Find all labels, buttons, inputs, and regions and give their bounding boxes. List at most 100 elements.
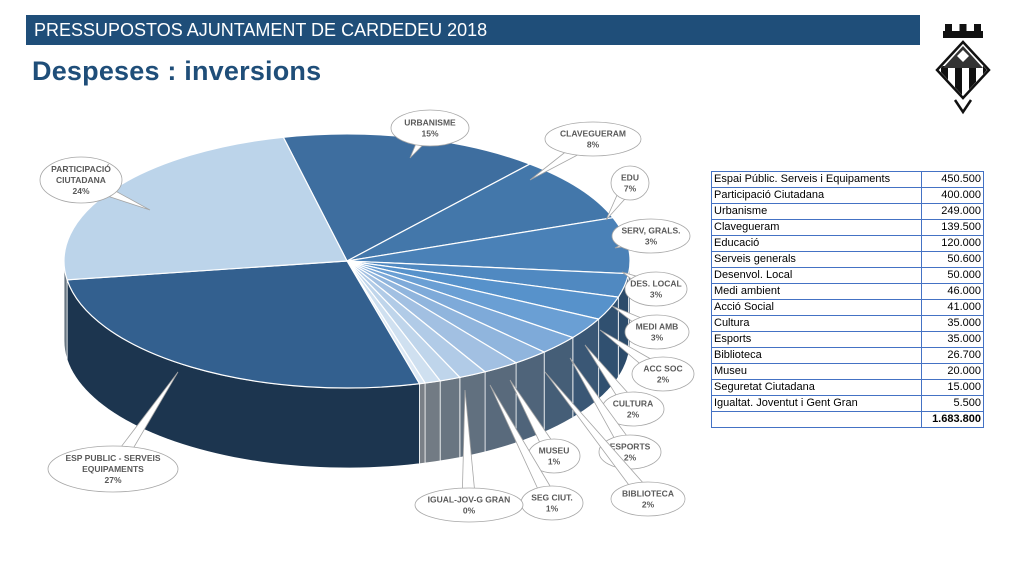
row-label: Urbanisme [711,203,922,220]
row-value: 50.000 [920,267,985,284]
callout-percent: 3% [650,290,663,300]
table-row: Espai Públic. Serveis i Equipaments 450.5… [711,171,985,188]
municipal-crest-icon [935,24,991,115]
row-label: Biblioteca [711,347,922,364]
table-row: Clavegueram 139.500 [711,219,985,236]
pie-side-wall [439,376,461,462]
table-row: Acció Social 41.000 [711,299,985,316]
table-row: Educació 120.000 [711,235,985,252]
header-title: PRESSUPOSTOS AJUNTAMENT DE CARDEDEU 2018 [34,20,488,40]
callout-bubble [624,314,690,350]
row-label: Museu [711,363,922,380]
callout-label: ACC SOC [643,364,682,374]
header-bar: PRESSUPOSTOS AJUNTAMENT DE CARDEDEU 2018 [26,15,920,45]
total-value: 1.683.800 [920,411,985,428]
pie-side-wall [543,336,574,433]
row-value: 139.500 [920,219,985,236]
callout-percent: 2% [624,453,637,463]
table-row: Desenvol. Local 50.000 [711,267,985,284]
slice-callout: SEG CIUT.1% [489,384,584,521]
row-value: 26.700 [920,347,985,364]
table-row: Cultura 35.000 [711,315,985,332]
row-value: 450.500 [920,171,985,188]
callout-label: CULTURA [613,399,653,409]
row-value: 15.000 [920,379,985,396]
row-value: 20.000 [920,363,985,380]
row-label: Clavegueram [711,219,922,236]
row-value: 50.600 [920,251,985,268]
callout-bubble [544,121,642,157]
callout-percent: 3% [645,237,658,247]
table-row: Participació Ciutadana 400.000 [711,187,985,204]
callout-percent: 2% [657,375,670,385]
row-label: Seguretat Ciutadana [711,379,922,396]
pie-side-wall [419,382,426,465]
callout-percent: 0% [463,506,476,516]
callout-label: CLAVEGUERAM [560,129,626,139]
callout-label: PARTICIPACIÓ CIUTADANA [51,163,111,185]
callout-percent: 3% [651,333,664,343]
row-value: 400.000 [920,187,985,204]
row-value: 41.000 [920,299,985,316]
row-label: Igualtat. Joventut i Gent Gran [711,395,922,412]
row-value: 35.000 [920,315,985,332]
callout-label: BIBLIOTECA [622,489,674,499]
total-label-cell [711,411,922,428]
callout-percent: 15% [421,129,438,139]
callout-bubble [39,156,123,204]
table-row: Seguretat Ciutadana 15.000 [711,379,985,396]
table-row: Igualtat. Joventut i Gent Gran 5.500 [711,395,985,412]
callout-percent: 8% [587,140,600,150]
callout-label: URBANISME [404,118,456,128]
callout-bubble [610,481,686,517]
callout-label: SEG CIUT. [531,493,573,503]
callout-percent: 2% [627,410,640,420]
callout-label: EDU [621,173,639,183]
callout-bubble [47,445,179,493]
pie-slice [66,260,421,389]
table-row: Urbanisme 249.000 [711,203,985,220]
callout-percent: 1% [546,504,559,514]
callout-bubble [631,356,695,392]
page-title: Despeses : inversions [32,56,322,86]
callout-bubble [390,109,470,147]
row-value: 35.000 [920,331,985,348]
callout-percent: 2% [642,500,655,510]
pie-slices [63,133,631,389]
callout-label: MUSEU [539,446,570,456]
row-label: Medi ambient [711,283,922,300]
callout-label: ESPORTS [610,442,651,452]
callout-percent: 24% [72,186,89,196]
row-value: 249.000 [920,203,985,220]
row-label: Cultura [711,315,922,332]
table-row: Esports 35.000 [711,331,985,348]
total-row: 1.683.800 [711,411,985,428]
row-label: Desenvol. Local [711,267,922,284]
table-row: Medi ambient 46.000 [711,283,985,300]
row-label: Espai Públic. Serveis i Equipaments [711,171,922,188]
row-value: 5.500 [920,395,985,412]
callout-label: IGUAL-JOV-G GRAN [428,495,511,505]
pie-side-wall [424,380,441,464]
callout-label: DES. LOCAL [630,279,681,289]
callout-percent: 27% [104,475,121,485]
row-label: Educació [711,235,922,252]
callout-label: MEDI AMB [636,322,679,332]
table-row: Serveis generals 50.600 [711,251,985,268]
row-value: 120.000 [920,235,985,252]
callout-bubble [611,218,691,254]
row-label: Participació Ciutadana [711,187,922,204]
callout-bubble [624,271,688,307]
callout-label: SERV, GRALS. [621,226,680,236]
